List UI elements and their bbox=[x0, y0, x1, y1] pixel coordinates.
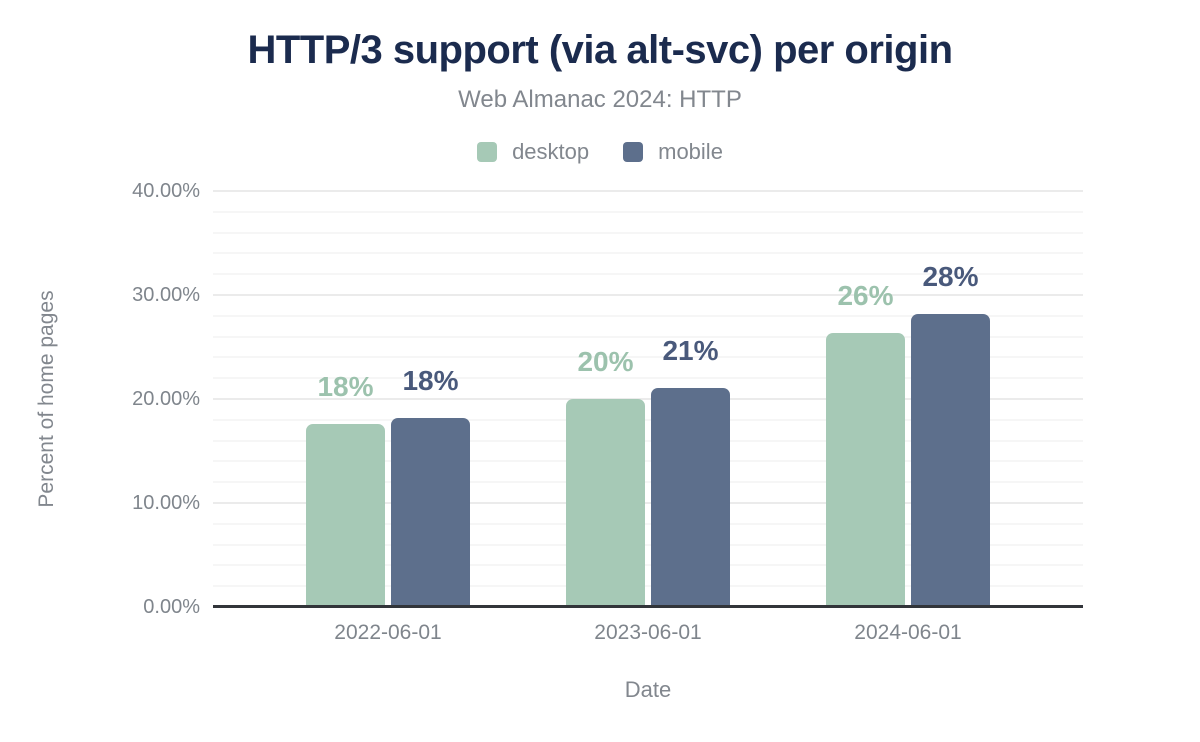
value-label-desktop-2024-06-01: 26% bbox=[837, 280, 894, 312]
major-gridline-20 bbox=[213, 398, 1083, 400]
minor-gridline-2 bbox=[213, 585, 1083, 588]
major-gridline-40 bbox=[213, 190, 1083, 192]
major-gridline-10 bbox=[213, 502, 1083, 504]
minor-gridline-28 bbox=[213, 314, 1083, 317]
chart-title: HTTP/3 support (via alt-svc) per origin bbox=[247, 28, 953, 72]
legend-item-desktop: desktop bbox=[477, 139, 589, 165]
minor-gridline-24 bbox=[213, 356, 1083, 359]
y-tick-label-40.00%: 40.00% bbox=[132, 180, 200, 202]
legend-item-mobile: mobile bbox=[623, 139, 723, 165]
legend-label-desktop: desktop bbox=[512, 139, 590, 164]
x-axis-title: Date bbox=[624, 677, 672, 702]
bar-desktop-2023-06-01[interactable] bbox=[566, 399, 645, 607]
value-label-desktop-2022-06-01: 18% bbox=[317, 370, 374, 402]
minor-gridline-36 bbox=[213, 231, 1083, 234]
y-tick-label-10.00%: 10.00% bbox=[132, 492, 200, 514]
minor-gridline-34 bbox=[213, 252, 1083, 255]
plot-area: 18% 18% 20% 21% 26% 28% bbox=[213, 190, 1083, 608]
y-tick-label-30.00%: 30.00% bbox=[132, 284, 200, 306]
x-axis-line bbox=[213, 605, 1083, 608]
minor-gridline-12 bbox=[213, 481, 1083, 484]
minor-gridline-6 bbox=[213, 543, 1083, 546]
value-label-mobile-2023-06-01: 21% bbox=[662, 334, 719, 366]
desktop-swatch-icon bbox=[477, 142, 498, 162]
chart-subtitle: Web Almanac 2024: HTTP bbox=[458, 86, 742, 113]
value-label-mobile-2022-06-01: 18% bbox=[402, 364, 459, 396]
major-gridline-30 bbox=[213, 294, 1083, 296]
value-label-mobile-2024-06-01: 28% bbox=[922, 260, 979, 292]
bar-desktop-2024-06-01[interactable] bbox=[826, 333, 905, 607]
value-label-desktop-2023-06-01: 20% bbox=[577, 346, 634, 377]
minor-gridline-18 bbox=[213, 418, 1083, 421]
x-tick-label-2022-06-01: 2022-06-01 bbox=[334, 621, 442, 644]
minor-gridline-26 bbox=[213, 335, 1083, 338]
bar-mobile-2022-06-01[interactable] bbox=[391, 417, 470, 607]
x-tick-label-2024-06-01: 2024-06-01 bbox=[854, 621, 962, 644]
minor-gridline-4 bbox=[213, 564, 1083, 567]
y-tick-label-0.00%: 0.00% bbox=[143, 596, 200, 618]
minor-gridline-14 bbox=[213, 460, 1083, 463]
bar-mobile-2024-06-01[interactable] bbox=[911, 313, 990, 607]
minor-gridline-38 bbox=[213, 210, 1083, 213]
x-tick-label-2023-06-01: 2023-06-01 bbox=[594, 621, 702, 644]
y-tick-label-20.00%: 20.00% bbox=[132, 388, 200, 410]
minor-gridline-16 bbox=[213, 439, 1083, 442]
mobile-swatch-icon bbox=[623, 142, 644, 162]
minor-gridline-8 bbox=[213, 522, 1083, 525]
minor-gridline-22 bbox=[213, 377, 1083, 380]
legend-label-mobile: mobile bbox=[658, 139, 723, 164]
legend: desktop mobile bbox=[0, 139, 1200, 165]
minor-gridline-32 bbox=[213, 273, 1083, 276]
bar-desktop-2022-06-01[interactable] bbox=[306, 423, 385, 607]
bar-mobile-2023-06-01[interactable] bbox=[651, 387, 730, 607]
